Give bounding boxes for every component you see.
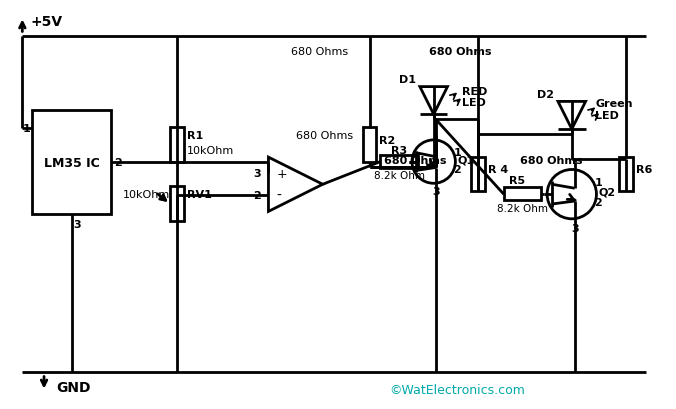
Text: R2: R2: [379, 135, 395, 146]
Text: LED: LED: [596, 111, 619, 121]
Text: +: +: [276, 168, 287, 180]
Text: R3: R3: [391, 145, 407, 155]
Text: GND: GND: [56, 380, 91, 395]
Bar: [471, 157, 485, 192]
Bar: [619, 157, 633, 192]
Text: 680 Ohms: 680 Ohms: [385, 155, 447, 165]
Text: RED: RED: [462, 86, 487, 97]
Text: 8.2k Ohm: 8.2k Ohm: [374, 171, 425, 181]
Text: 680 Ohms: 680 Ohms: [291, 47, 347, 57]
Text: 2: 2: [253, 191, 260, 201]
Text: 3: 3: [74, 219, 81, 229]
Text: 1: 1: [454, 147, 461, 157]
Bar: [170, 187, 184, 221]
Text: R 4: R 4: [488, 165, 508, 175]
Text: R5: R5: [510, 176, 526, 186]
Text: 1: 1: [594, 178, 602, 188]
Text: R6: R6: [636, 165, 652, 175]
Text: Green: Green: [596, 99, 633, 109]
Bar: [362, 128, 377, 162]
Text: 8.2k Ohm: 8.2k Ohm: [497, 203, 548, 213]
Text: 3: 3: [571, 223, 579, 233]
Text: 10kOhm: 10kOhm: [123, 190, 170, 200]
Text: 2: 2: [594, 198, 602, 207]
Text: 3: 3: [432, 187, 439, 197]
Text: 1: 1: [22, 124, 30, 134]
Text: 680 Ohms: 680 Ohms: [429, 47, 491, 57]
Text: 680 Ohms: 680 Ohms: [295, 130, 353, 141]
Bar: [170, 128, 184, 162]
Text: ©WatElectronics.com: ©WatElectronics.com: [389, 383, 525, 396]
Text: LED: LED: [462, 98, 486, 108]
Text: +5V: +5V: [30, 14, 62, 29]
Text: 3: 3: [253, 169, 260, 179]
Text: 680 Ohms: 680 Ohms: [520, 155, 582, 165]
Bar: [504, 188, 541, 200]
Bar: [381, 155, 418, 168]
Text: LM35 IC: LM35 IC: [44, 156, 99, 169]
Text: -: -: [276, 189, 281, 202]
Text: 2: 2: [454, 165, 461, 175]
Bar: [32, 111, 111, 214]
Text: Q1: Q1: [458, 155, 475, 165]
Text: R1: R1: [187, 130, 203, 141]
Text: RV1: RV1: [187, 190, 212, 200]
Text: D1: D1: [399, 74, 416, 85]
Text: 10kOhm: 10kOhm: [187, 145, 235, 155]
Text: D2: D2: [537, 89, 554, 99]
Text: 2: 2: [114, 158, 122, 168]
Text: Q2: Q2: [598, 187, 616, 197]
